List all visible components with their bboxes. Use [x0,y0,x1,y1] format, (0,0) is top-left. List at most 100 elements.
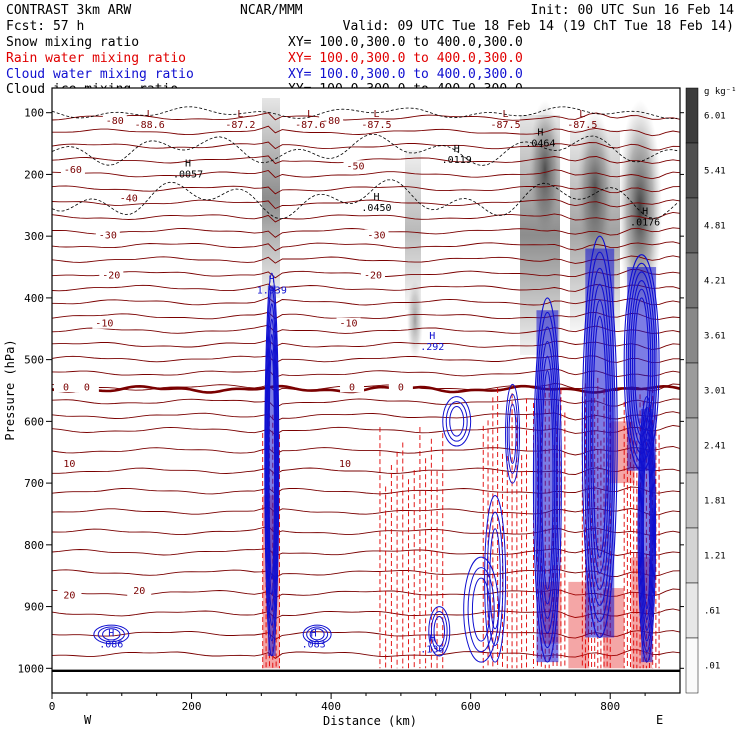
model-title: CONTRAST 3km ARW [6,3,131,18]
cloud-water-core [267,285,276,656]
colorbar-level: 4.81 [704,222,726,232]
extreme-value-label: -88.6 [135,120,165,131]
extreme-kind-label: H [429,634,435,645]
x-tick-label: 0 [49,700,56,713]
isotherm-line [52,125,681,137]
cloud-water-contours [93,235,660,663]
colorbar-swatch [685,87,699,144]
label-backdrop [53,381,78,393]
cloud-water-contour [445,401,468,442]
extreme-value-label: .0176 [630,217,660,228]
cloud-water-contour [506,393,519,474]
cloud-water-contour [463,556,500,663]
cloud-water-contour [302,624,332,645]
cloud-water-contour [442,396,472,447]
colorbar-level: 3.01 [704,387,726,397]
isotherm-label: -60 [64,165,82,176]
init-time: Init: 00 UTC Sun 16 Feb 14 [531,3,735,18]
isotherm-line [51,608,681,620]
cloud-water-contour [484,494,507,663]
cloud-ice-contour [51,106,678,120]
extreme-value-label: .0450 [361,203,391,214]
isotherm-line [51,398,681,409]
x-east-label: E [656,713,663,727]
isotherm-label: -80 [322,116,340,127]
isotherm-label: 0 [398,382,404,393]
legend-snow-name: Snow mixing ratio [6,35,139,50]
extreme-value-label: .0464 [525,138,555,149]
extreme-kind-label: H [429,331,435,342]
cloud-ice-contour [51,134,678,166]
isotherm-line [51,255,681,264]
colorbar-swatch [685,527,699,584]
isotherm-line [51,283,681,292]
colorbar-swatch [685,252,699,309]
x-tick-label: 200 [182,700,202,713]
y-tick-label: 900 [24,601,44,614]
extreme-kind-label: L [147,109,153,120]
colorbar-swatch [685,637,699,694]
colorbar-level: 1.21 [704,552,726,562]
label-backdrop [116,192,141,204]
colorbar-level: 5.41 [704,167,726,177]
extreme-kind-label: H [537,127,543,138]
extreme-kind-label: H [373,192,379,203]
isotherm-line [51,185,681,195]
isotherm-label: 0 [63,382,69,393]
extreme-value-label: -87.5 [491,120,521,131]
isotherm-line [51,311,681,320]
isotherm-label: -10 [95,319,113,330]
extreme-kind-label: H [108,629,114,640]
cloud-water-contour [309,628,325,641]
isotherm-label: 20 [133,586,145,597]
cloud-water-contour [428,606,451,657]
label-backdrop [57,457,82,469]
extreme-kind-label: H [642,206,648,217]
cloud-water-contour [306,626,329,643]
plot-area: -80 -80 -60 -50 -40 -30 -30 -20 -20 -10 -10 0 0 0 0 10 1… [51,87,681,694]
isotherm-line [51,630,681,640]
isotherm-line [51,446,681,456]
colorbar-level: 4.21 [704,277,726,287]
colorbar-swatch [685,472,699,529]
x-tick-label: 400 [321,700,341,713]
isotherm-label: 20 [63,590,75,601]
extreme-kind-label: L [373,109,379,120]
extreme-value-label: -87.2 [225,120,255,131]
cloud-water-contour [471,577,491,642]
extreme-kind-label: L [579,109,585,120]
isotherm-line [51,411,681,422]
label-backdrop [102,115,127,127]
cloud-water-contour [505,383,521,484]
isotherm-label: -20 [102,271,120,282]
extreme-value-label: .086 [99,640,123,651]
isotherm-line [51,588,681,599]
isotherm-label: -30 [367,230,385,241]
isotherm-label: 0 [349,382,355,393]
extreme-value-label: .136 [420,645,444,656]
label-backdrop [60,163,85,175]
cloud-water-contour [508,403,517,464]
x-tick-label: 800 [600,700,620,713]
isotherm-line [51,339,681,350]
colorbar-level: 1.81 [704,497,726,507]
isotherm-line [51,505,681,516]
extreme-value-label: -87.5 [567,120,597,131]
extreme-value-label: .292 [420,342,444,353]
extreme-value-label: -87.5 [361,120,391,131]
x-axis-label: Distance (km) [323,714,417,728]
isotherm-line [52,466,681,476]
isotherm-line [51,425,681,436]
colorbar-level: 6.01 [704,112,726,122]
isotherm-label: 10 [63,459,75,470]
y-tick-label: 400 [24,292,44,305]
isotherm-label: -80 [106,116,124,127]
extreme-value-label: .0057 [173,169,203,180]
center-label: NCAR/MMM [240,3,303,18]
label-backdrop [364,229,389,241]
cloud-ice-contour [51,179,678,220]
cloud-water-contour [449,406,465,437]
label-backdrop [360,269,385,281]
isotherm-line [51,198,681,210]
